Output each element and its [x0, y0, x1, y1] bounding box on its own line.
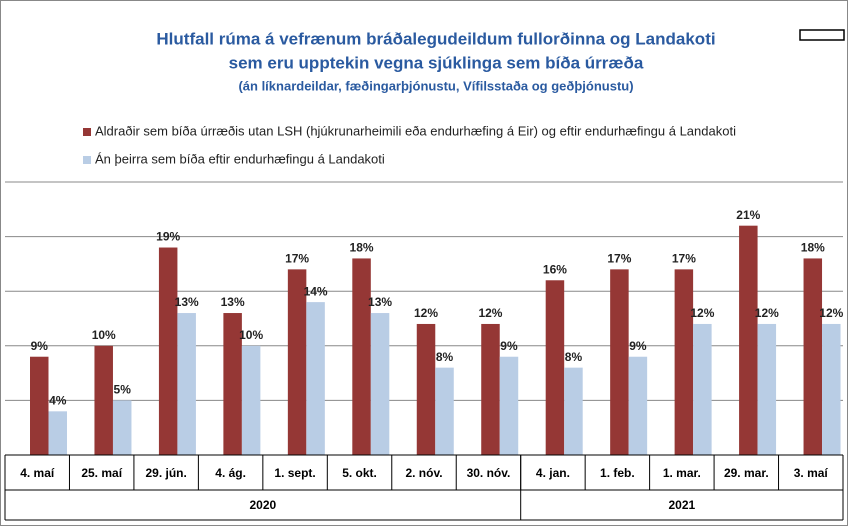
value-label: 9%: [31, 339, 49, 353]
value-label: 13%: [175, 295, 199, 309]
x-tick-label: 5. okt.: [342, 466, 377, 480]
bar: [306, 302, 325, 455]
value-label: 12%: [819, 306, 843, 320]
value-label: 8%: [436, 350, 454, 364]
x-tick-label: 3. maí: [794, 466, 829, 480]
bar: [693, 323, 712, 455]
bar: [352, 258, 371, 455]
bar: [177, 313, 196, 455]
bar: [564, 367, 583, 455]
group-label: 2020: [249, 498, 276, 512]
bar: [94, 345, 113, 455]
bar: [416, 323, 436, 455]
box: [799, 29, 845, 41]
chart-title: sem eru upptekin vegna sjúklinga sem bíð…: [229, 53, 644, 72]
x-tick-label: 4. maí: [20, 466, 55, 480]
value-label: 18%: [350, 241, 374, 255]
value-label: 12%: [414, 306, 438, 320]
bar: [674, 269, 694, 455]
x-tick-label: 1. feb.: [600, 466, 635, 480]
value-label: 8%: [565, 350, 583, 364]
bar: [545, 280, 565, 455]
bar: [739, 225, 758, 455]
value-label: 12%: [690, 306, 714, 320]
bar: [112, 400, 132, 455]
value-label: 17%: [607, 252, 631, 266]
bar: [241, 345, 261, 455]
chart-title: Hlutfall rúma á vefrænum bráðalegudeildu…: [156, 29, 715, 48]
value-label: 18%: [801, 241, 825, 255]
bar: [481, 323, 500, 455]
x-tick-label: 4. jan.: [536, 466, 570, 480]
value-label: 21%: [736, 208, 760, 222]
bar: [757, 323, 777, 455]
bar: [435, 367, 454, 455]
value-label: 10%: [239, 328, 263, 342]
bar: [499, 356, 519, 455]
bar: [223, 313, 242, 455]
bar: [48, 411, 67, 455]
value-label: 19%: [156, 230, 180, 244]
value-label: 17%: [672, 252, 696, 266]
value-label: 12%: [755, 306, 779, 320]
x-tick-label: 29. mar.: [724, 466, 769, 480]
bar: [822, 323, 841, 455]
bar: [628, 356, 648, 455]
value-label: 16%: [543, 262, 567, 276]
value-label: 9%: [500, 339, 518, 353]
value-label: 9%: [629, 339, 647, 353]
bar: [30, 356, 49, 455]
value-label: 12%: [478, 306, 502, 320]
bar: [370, 313, 390, 455]
legend-swatch: [83, 128, 91, 136]
value-label: 13%: [368, 295, 392, 309]
group-label: 2021: [668, 498, 695, 512]
x-tick-label: 2. nóv.: [405, 466, 442, 480]
x-tick-label: 1. sept.: [274, 466, 315, 480]
legend-label: Án þeirra sem bíða eftir endurhæfingu á …: [95, 151, 385, 166]
value-label: 13%: [221, 295, 245, 309]
x-tick-label: 1. mar.: [663, 466, 701, 480]
bar: [610, 269, 629, 455]
bar: [158, 247, 178, 455]
bar: [803, 258, 823, 455]
x-tick-label: 25. maí: [81, 466, 122, 480]
legend-swatch: [83, 156, 91, 164]
bar: [287, 269, 307, 455]
value-label: 14%: [304, 284, 328, 298]
value-label: 4%: [49, 393, 67, 407]
legend-label: Aldraðir sem bíða úrræðis utan LSH (hjúk…: [95, 123, 736, 138]
chart-subtitle: (án líknardeildar, fæðingarþjónustu, Víf…: [238, 78, 633, 93]
value-label: 17%: [285, 252, 309, 266]
x-tick-label: 4. ág.: [215, 466, 246, 480]
value-label: 10%: [92, 328, 116, 342]
x-tick-label: 30. nóv.: [467, 466, 511, 480]
value-label: 5%: [114, 383, 132, 397]
x-tick-label: 29. jún.: [145, 466, 186, 480]
